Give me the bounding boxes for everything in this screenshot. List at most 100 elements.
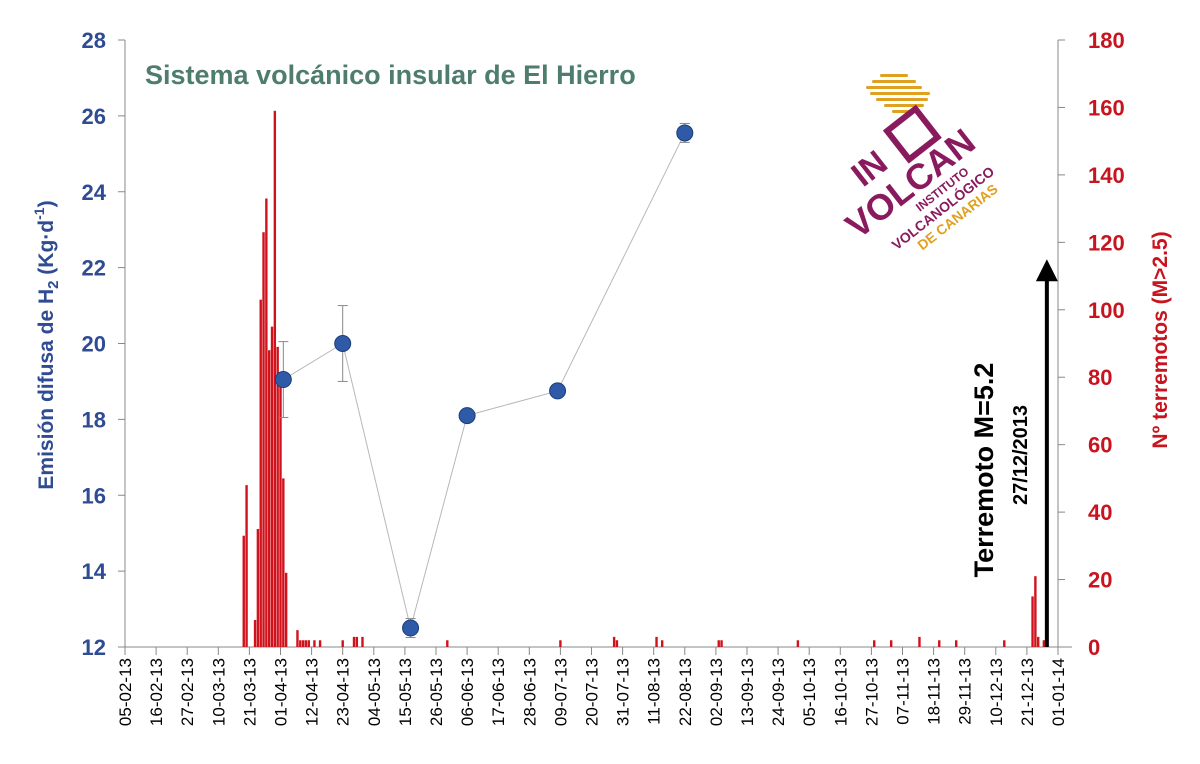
h2-emission-point: [549, 382, 567, 400]
x-tick-label: 29-11-13: [956, 658, 975, 725]
earthquake-count-bar: [361, 636, 364, 647]
x-tick-label: 23-04-13: [334, 658, 353, 726]
x-tick-label: 27-02-13: [178, 658, 197, 726]
h2-emission-point: [676, 124, 694, 142]
earthquake-count-bar: [938, 640, 941, 647]
logo-wave-mark: [866, 74, 930, 113]
h2-emission-point: [274, 371, 292, 389]
earthquake-count-bar: [282, 478, 285, 647]
earthquake-count-bar: [612, 636, 616, 647]
earthquake-count-bar: [355, 636, 359, 647]
earthquake-count-bar: [313, 640, 316, 647]
annotation-arrow-head: [1035, 259, 1058, 282]
earthquake-count-bar: [318, 640, 322, 647]
x-tick-label: 24-09-13: [769, 658, 788, 726]
x-tick-label: 15-05-13: [396, 658, 415, 726]
y-right-tick-label: 80: [1088, 365, 1112, 390]
y-left-tick-label: 12: [82, 635, 106, 660]
x-tick-label: 16-02-13: [147, 658, 166, 726]
earthquake-count-bar: [720, 640, 723, 647]
earthquake-count-bar: [1037, 636, 1040, 647]
earthquake-count-bar: [1031, 596, 1034, 647]
earthquake-count-bar: [559, 640, 562, 647]
y-left-tick-label: 26: [82, 104, 106, 129]
earthquake-count-bar: [259, 299, 262, 647]
y-right-tick-label: 140: [1088, 163, 1125, 188]
x-tick-label: 01-01-14: [1049, 658, 1068, 726]
x-tick-label: 31-07-13: [614, 658, 633, 726]
x-tick-label: 26-05-13: [427, 658, 446, 726]
annotation-main-text: Terremoto M=5.2: [969, 363, 999, 578]
x-tick-label: 09-07-13: [551, 658, 570, 726]
x-tick-label: 22-08-13: [676, 658, 695, 726]
earthquake-count-bar: [273, 110, 277, 648]
x-tick-label: 16-10-13: [831, 658, 850, 726]
y-right-tick-label: 20: [1088, 568, 1112, 593]
earthquake-count-bar: [307, 640, 310, 647]
earthquake-count-bar: [242, 535, 245, 647]
y-left-tick-label: 14: [82, 559, 107, 584]
y-left-tick-label: 28: [82, 28, 106, 53]
earthquake-count-bar: [955, 640, 958, 647]
y-left-tick-label: 16: [82, 483, 106, 508]
y-left-tick-label: 24: [82, 180, 107, 205]
earthquake-count-bar: [270, 326, 274, 647]
earthquake-count-bar: [1042, 640, 1046, 647]
earthquake-count-bar: [918, 636, 921, 647]
earthquake-count-bar: [253, 620, 257, 647]
earthquake-count-bar: [352, 636, 356, 647]
y-right-tick-label: 100: [1088, 298, 1125, 323]
x-tick-label: 28-06-13: [520, 658, 539, 726]
y-right-tick-label: 60: [1088, 433, 1112, 458]
earthquake-count-bar: [660, 640, 664, 647]
y-right-tick-label: 180: [1088, 28, 1125, 53]
chart-title: Sistema volcánico insular de El Hierro: [145, 60, 636, 90]
x-tick-label: 05-10-13: [800, 658, 819, 726]
earthquake-count-bar: [256, 528, 260, 647]
earthquake-count-bar: [276, 346, 279, 647]
earthquake-count-bar: [299, 640, 302, 647]
earthquake-count-bar: [245, 485, 248, 647]
earthquake-count-bar: [446, 640, 449, 647]
y-left-tick-label: 18: [82, 407, 106, 432]
earthquake-count-bar: [262, 232, 265, 647]
y-axis-right-label: Nº terremotos (M>2.5): [1149, 231, 1172, 448]
h2-emission-line: [283, 132, 686, 629]
earthquake-count-bar: [655, 636, 658, 647]
earthquake-count-bar: [265, 198, 268, 647]
h2-emission-point: [402, 619, 420, 637]
x-tick-label: 10-12-13: [987, 658, 1006, 726]
x-tick-label: 01-04-13: [272, 658, 291, 726]
earthquake-count-bar: [341, 640, 344, 647]
earthquake-count-bar: [717, 640, 720, 647]
y-left-tick-label: 22: [82, 256, 106, 281]
x-tick-label: 18-11-13: [925, 658, 944, 725]
earthquake-count-bar: [284, 572, 288, 647]
x-tick-label: 21-12-13: [1018, 658, 1037, 726]
earthquake-count-bar: [267, 350, 271, 647]
y-right-tick-label: 160: [1088, 95, 1125, 120]
involcan-logo: IN VOLCAN INSTITUTO VOLCANOLÓGICO DE CAN…: [838, 74, 1001, 253]
x-tick-label: 05-02-13: [116, 658, 135, 726]
earthquake-count-bar: [1034, 576, 1037, 647]
y-right-tick-label: 120: [1088, 230, 1125, 255]
earthquake-count-bar: [889, 640, 893, 647]
x-tick-label: 13-09-13: [738, 658, 757, 726]
y-right-tick-label: 0: [1088, 635, 1100, 660]
h2-emission-point: [458, 407, 476, 425]
x-tick-label: 21-03-13: [240, 658, 259, 726]
earthquake-count-bar: [796, 640, 800, 647]
x-tick-label: 04-05-13: [365, 658, 384, 726]
y-right-tick-label: 40: [1088, 500, 1112, 525]
earthquake-count-bar: [301, 640, 305, 647]
x-tick-label: 06-06-13: [458, 658, 477, 726]
x-tick-label: 10-03-13: [209, 658, 228, 726]
y-left-tick-label: 20: [82, 332, 106, 357]
annotation-date-text: 27/12/2013: [1010, 405, 1032, 505]
x-tick-label: 02-09-13: [707, 658, 726, 726]
earthquake-count-bar: [615, 640, 619, 647]
earthquake-count-bar: [296, 630, 299, 647]
logo-square-mark: [882, 104, 942, 164]
y-axis-left-label: Emisión difusa de H2 (Kg·d-1): [31, 200, 62, 489]
